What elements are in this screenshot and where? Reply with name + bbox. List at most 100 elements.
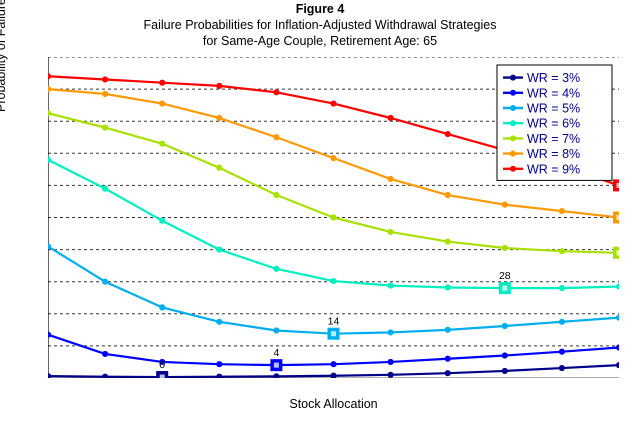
series-marker [444, 326, 451, 333]
series-marker [444, 355, 451, 362]
series-marker [558, 248, 566, 255]
series-marker [159, 304, 166, 311]
series-marker [102, 124, 109, 131]
series-marker [444, 238, 451, 245]
legend-label-1[interactable]: WR = 4% [527, 86, 580, 100]
series-marker [273, 89, 280, 96]
legend-swatch-marker-4 [510, 135, 516, 142]
legend-swatch-marker-0 [510, 74, 516, 81]
annotation-50: 50 [613, 211, 619, 224]
chart-title-block: Figure 4 Failure Probabilities for Infla… [0, 2, 640, 49]
legend-label-4[interactable]: WR = 7% [527, 132, 580, 146]
series-marker [48, 243, 52, 250]
series-marker [501, 322, 508, 330]
series-marker [216, 246, 223, 253]
series-marker [330, 277, 337, 285]
annotation-marker-center [616, 250, 619, 256]
annotation-marker [156, 371, 169, 378]
annotation-marker [613, 179, 619, 192]
annotation-marker-center [159, 374, 165, 378]
annotation-4: 4 [270, 347, 283, 372]
annotation-39: 39 [613, 246, 619, 259]
series-marker [48, 156, 52, 163]
series-marker [558, 207, 566, 215]
series-marker [216, 318, 223, 325]
series-marker [159, 217, 166, 224]
series-marker [387, 329, 394, 336]
series-marker [48, 110, 52, 117]
series-marker [216, 164, 223, 171]
series-marker [216, 82, 223, 89]
series-marker [159, 140, 166, 147]
annotation-label: 28 [499, 270, 511, 282]
series-marker [501, 244, 508, 252]
series-marker [387, 114, 394, 122]
series-wr-7- [48, 110, 619, 256]
series-wr-8- [48, 86, 619, 221]
annotation-0: 0 [156, 359, 169, 378]
annotation-14: 14 [327, 316, 340, 340]
annotation-marker-center [502, 285, 508, 291]
series-marker [330, 155, 337, 162]
series-marker [159, 358, 166, 366]
series-marker [387, 175, 394, 183]
series-marker [387, 371, 394, 378]
series-marker [615, 314, 619, 321]
legend-label-0[interactable]: WR = 3% [527, 71, 580, 85]
series-marker [273, 327, 280, 334]
annotation-label: 0 [159, 359, 165, 371]
legend-label-3[interactable]: WR = 6% [527, 117, 580, 131]
y-axis-label-text: Probability of Failure [0, 0, 8, 112]
series-marker [159, 79, 166, 86]
series-marker [387, 358, 394, 366]
annotation-label: 14 [328, 316, 340, 328]
legend-swatch-marker-3 [510, 120, 516, 127]
plot-area: 0102030405060708090100010203040506070809… [48, 57, 619, 411]
series-marker [273, 373, 280, 378]
legend-swatch-marker-5 [510, 150, 516, 157]
chart-svg: 0102030405060708090100010203040506070809… [48, 57, 619, 378]
series-marker [330, 372, 337, 378]
series-marker [558, 348, 566, 355]
series-marker [216, 361, 223, 368]
annotation-label: 4 [273, 347, 279, 359]
series-marker [102, 76, 109, 83]
annotation-28: 28 [498, 270, 511, 295]
series-marker [444, 130, 451, 138]
series-marker [444, 370, 451, 377]
series-marker [330, 214, 337, 221]
series-marker [216, 373, 223, 378]
series-marker [558, 318, 566, 325]
series-marker [48, 73, 52, 80]
annotation-marker-center [331, 331, 336, 337]
x-axis-label: Stock Allocation [289, 397, 378, 411]
legend-swatch-marker-1 [510, 89, 516, 96]
series-marker [102, 185, 109, 192]
series-marker [102, 373, 109, 378]
series-marker [48, 86, 52, 93]
series-marker [48, 372, 52, 378]
legend-label-2[interactable]: WR = 5% [527, 102, 580, 116]
series-marker [558, 364, 566, 372]
series-marker [501, 367, 508, 375]
annotation-60: 60 [613, 179, 619, 192]
series-marker [159, 100, 166, 107]
y-axis-label: Probability of Failure [0, 0, 8, 115]
chart-subtitle-line-2: for Same-Age Couple, Retirement Age: 65 [202, 34, 438, 48]
series-marker [273, 134, 280, 141]
chart-subtitle-line-1: Failure Probabilities for Inflation-Adju… [143, 18, 497, 32]
legend-label-5[interactable]: WR = 8% [527, 147, 580, 161]
series-marker [216, 114, 223, 122]
series-marker [558, 285, 566, 292]
legend: WR = 3%WR = 4%WR = 5%WR = 6%WR = 7%WR = … [496, 64, 613, 181]
series-marker [444, 284, 451, 291]
series-marker [615, 362, 619, 369]
figure-label: Figure 4 [295, 2, 345, 16]
series-marker [387, 282, 394, 289]
annotation-marker-center [273, 362, 279, 368]
series-marker [387, 228, 394, 236]
legend-label-6[interactable]: WR = 9% [527, 162, 580, 176]
series-marker [273, 191, 280, 199]
legend-swatch-marker-6 [510, 165, 516, 172]
series-marker [330, 361, 337, 368]
